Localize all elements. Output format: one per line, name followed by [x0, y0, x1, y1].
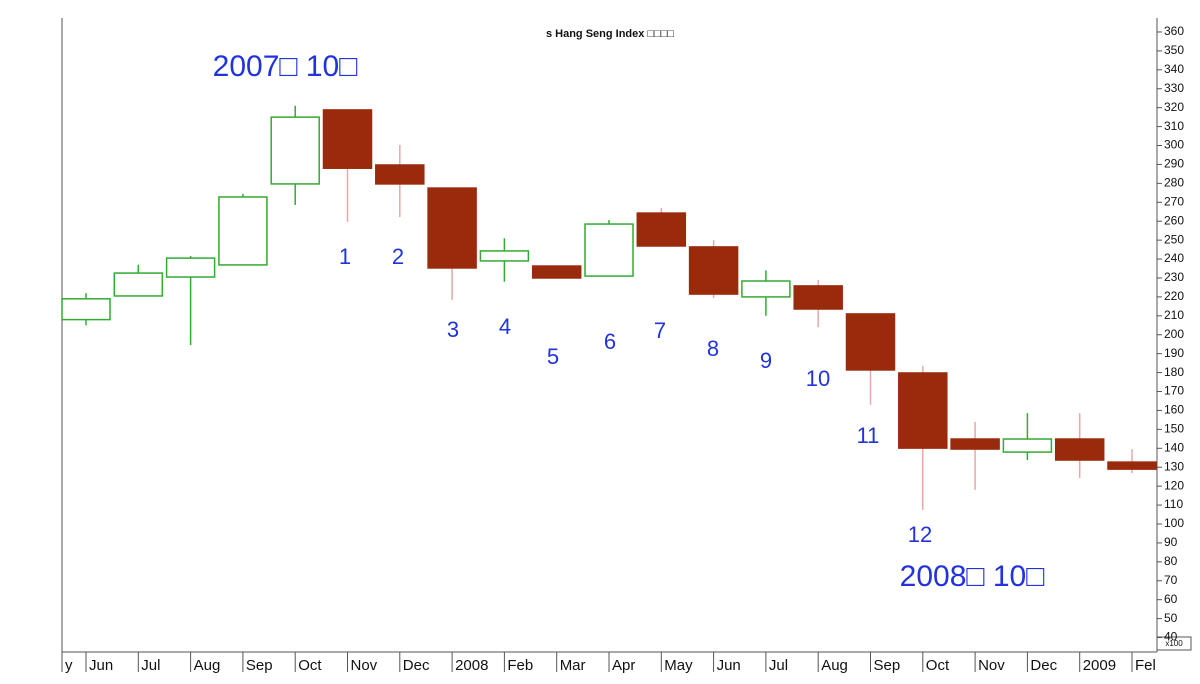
y-tick-label: 330: [1164, 81, 1184, 95]
x-tick-label: Dec: [403, 657, 430, 674]
y-tick-label: 340: [1164, 62, 1184, 76]
candle-body: [793, 285, 843, 310]
y-tick-label: 280: [1164, 176, 1184, 190]
annotation: 11: [857, 423, 880, 448]
x-tick-label: 2009: [1083, 657, 1116, 674]
candle-body: [1107, 461, 1157, 470]
annotation: 2008□ 10□: [900, 560, 1046, 593]
annotation: 1: [339, 244, 351, 269]
y-tick-label: 130: [1164, 459, 1184, 473]
candle-body: [741, 280, 791, 298]
annotation: 2: [392, 244, 404, 269]
candle-body: [218, 196, 268, 266]
x-tick-label: Nov: [978, 657, 1005, 674]
x-tick-label: Apr: [612, 657, 635, 674]
candle-body: [584, 223, 634, 277]
y-tick-label: 70: [1164, 573, 1178, 587]
y-tick-label: 140: [1164, 440, 1184, 454]
candle-body: [636, 212, 687, 247]
candle-body: [950, 438, 1000, 450]
candle-body: [427, 187, 477, 269]
annotation: 12: [908, 522, 932, 547]
y-tick-label: 300: [1164, 138, 1184, 152]
candle-body: [113, 272, 164, 297]
candle-body: [688, 246, 739, 295]
y-tick-label: 200: [1164, 327, 1184, 341]
annotation: 2007□ 10□: [213, 50, 359, 83]
x-tick-label: Sep: [874, 657, 901, 674]
y-tick-label: 60: [1164, 592, 1178, 606]
y-tick-label: 360: [1164, 24, 1184, 38]
annotation: 9: [760, 348, 772, 373]
y-tick-label: 80: [1164, 554, 1178, 568]
unit-label: x100: [1165, 639, 1183, 648]
candle-body: [61, 298, 111, 321]
x-tick-label: Sep: [246, 657, 273, 674]
y-tick-label: 50: [1164, 611, 1178, 625]
y-tick-label: 310: [1164, 119, 1184, 133]
y-tick-label: 190: [1164, 346, 1184, 360]
y-tick-label: 100: [1164, 516, 1184, 530]
unit-box: [1156, 636, 1192, 651]
y-tick-label: 180: [1164, 365, 1184, 379]
y-tick-label: 270: [1164, 194, 1184, 208]
candle-body: [165, 257, 216, 278]
x-tick-label: Jun: [89, 657, 113, 674]
x-tick-label: Dec: [1030, 657, 1057, 674]
x-tick-label: May: [664, 657, 693, 674]
y-tick-label: 350: [1164, 43, 1184, 57]
y-tick-label: 230: [1164, 270, 1184, 284]
y-tick-label: 240: [1164, 251, 1184, 265]
x-tick-label: 2008: [455, 657, 488, 674]
x-tick-label: Fel: [1135, 657, 1156, 674]
x-tick-label: Aug: [194, 657, 221, 674]
candle-body: [322, 109, 373, 169]
candle-body: [479, 250, 530, 262]
y-tick-label: 40: [1164, 630, 1178, 644]
y-tick-label: 250: [1164, 232, 1184, 246]
x-tick-label: Jun: [717, 657, 741, 674]
y-tick-label: 160: [1164, 403, 1184, 417]
annotation: 5: [547, 344, 559, 369]
y-tick-label: 90: [1164, 535, 1178, 549]
candle-body: [1002, 438, 1053, 453]
candle-body: [845, 313, 896, 371]
x-tick-label: Aug: [821, 657, 848, 674]
annotation: 7: [654, 318, 666, 343]
y-tick-label: 260: [1164, 213, 1184, 227]
x-tick-label: Oct: [926, 657, 950, 674]
y-tick-label: 320: [1164, 100, 1184, 114]
candle-body: [375, 164, 425, 185]
x-tick-label: Oct: [298, 657, 322, 674]
chart-title: s Hang Seng Index □□□□: [546, 28, 674, 40]
x-tick-label: Nov: [351, 657, 378, 674]
annotation: 6: [604, 329, 616, 354]
y-tick-label: 150: [1164, 422, 1184, 436]
annotation: 10: [806, 366, 830, 391]
y-tick-label: 210: [1164, 308, 1184, 322]
y-tick-label: 170: [1164, 384, 1184, 398]
candle-body: [1054, 438, 1105, 461]
candle-body: [270, 116, 320, 185]
x-tick-label: Feb: [507, 657, 533, 674]
y-tick-label: 120: [1164, 478, 1184, 492]
annotation: 3: [447, 317, 459, 342]
annotation: 8: [707, 336, 719, 361]
candle-body: [898, 372, 948, 449]
x-tick-label: Mar: [560, 657, 586, 674]
y-tick-label: 290: [1164, 157, 1184, 171]
y-tick-label: 110: [1164, 497, 1183, 511]
y-tick-label: 220: [1164, 289, 1184, 303]
candle-body: [531, 265, 582, 279]
x-tick-label: Jul: [141, 657, 160, 674]
annotation: 4: [499, 314, 511, 339]
x-tick-label: Jul: [769, 657, 788, 674]
x-tick-label: y: [65, 657, 73, 674]
